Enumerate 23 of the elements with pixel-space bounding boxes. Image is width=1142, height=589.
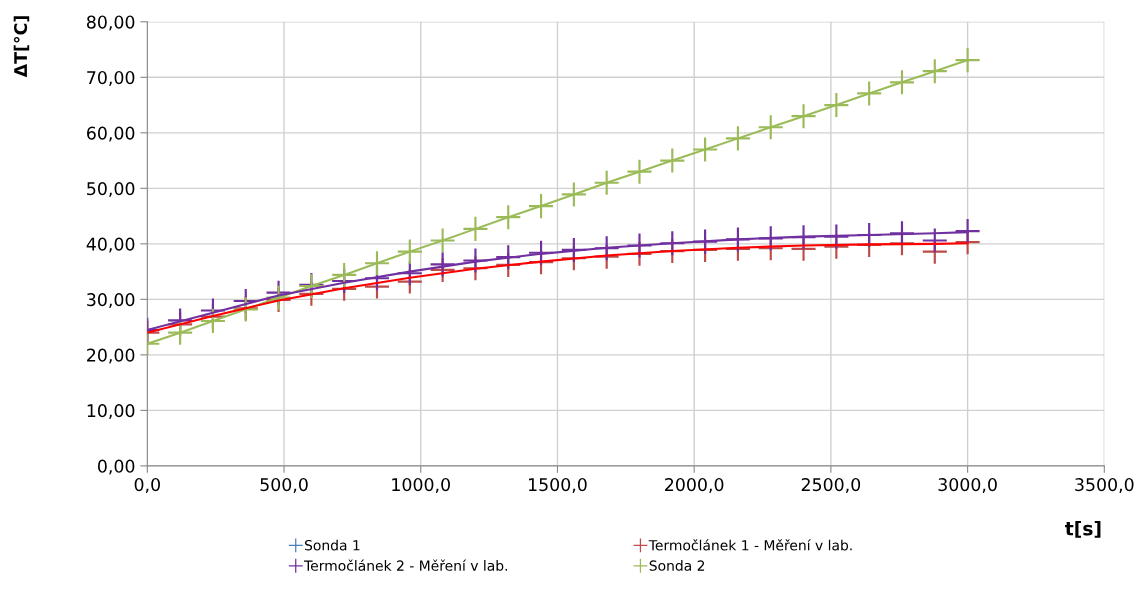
y-tick-label: 20,00 <box>87 348 135 364</box>
x-tick-label: 3000,0 <box>938 478 997 493</box>
x-tick-label: 1500,0 <box>528 478 587 493</box>
y-tick-label: 30,00 <box>87 293 135 308</box>
y-tick-label: 70,00 <box>87 71 135 86</box>
x-tick-label: 3500,0 <box>1075 478 1134 493</box>
y-tick-label: 0,00 <box>98 459 135 475</box>
y-tick-label: 60,00 <box>87 126 135 142</box>
x-tick-label: 2000,0 <box>665 478 724 493</box>
x-tick-label: 1000,0 <box>392 478 450 493</box>
y-tick-label: 10,00 <box>87 404 135 419</box>
y-tick-label: 50,00 <box>87 182 135 197</box>
x-axis-title: t[s] <box>1065 521 1101 538</box>
legend-label: Termočlánek 2 - Měření v lab. <box>304 559 507 571</box>
legend-label: Termočlánek 1 - Měření v lab. <box>648 539 852 551</box>
y-tick-label: 40,00 <box>86 237 135 253</box>
x-tick-label: 2500,0 <box>801 478 861 493</box>
x-tick-label: 0,0 <box>134 478 160 493</box>
x-tick-label: 500,0 <box>260 478 308 493</box>
y-tick-label: 80,00 <box>86 15 135 31</box>
y-axis-title: ΔT[°C] <box>13 16 30 78</box>
legend-label: Sonda 2 <box>649 560 705 571</box>
legend-label: Sonda 1 <box>304 539 360 551</box>
